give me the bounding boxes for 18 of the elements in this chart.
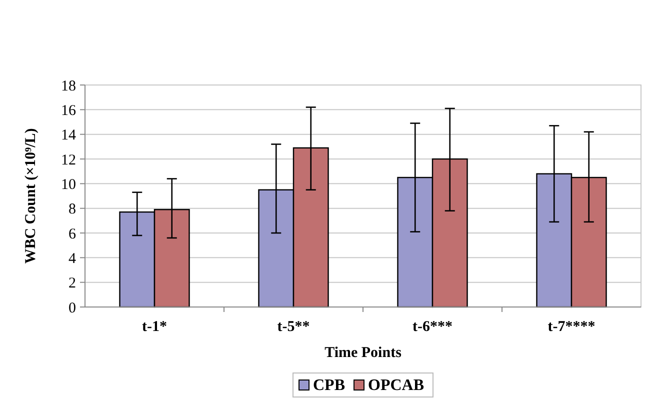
y-tick-label: 18 <box>61 78 76 94</box>
y-tick-label: 6 <box>68 226 76 242</box>
x-tick-label: t-5** <box>277 319 310 335</box>
x-tick-label: t-1* <box>142 319 167 335</box>
x-tick-label: t-7**** <box>548 319 596 335</box>
legend-label: OPCAB <box>368 377 424 394</box>
y-tick-label: 8 <box>68 202 76 218</box>
y-axis-title: WBC Count (×10⁹/L) <box>23 128 39 264</box>
y-tick-label: 12 <box>61 152 76 168</box>
x-tick-label: t-6*** <box>412 319 452 335</box>
y-tick-label: 0 <box>68 300 76 316</box>
x-axis-title: Time Points <box>324 345 402 361</box>
y-tick-label: 14 <box>61 128 76 144</box>
y-tick-label: 16 <box>61 102 76 119</box>
legend-label: CPB <box>313 377 346 394</box>
y-tick-label: 2 <box>68 276 76 292</box>
y-tick-label: 10 <box>61 176 76 193</box>
y-tick-label: 4 <box>68 250 76 267</box>
